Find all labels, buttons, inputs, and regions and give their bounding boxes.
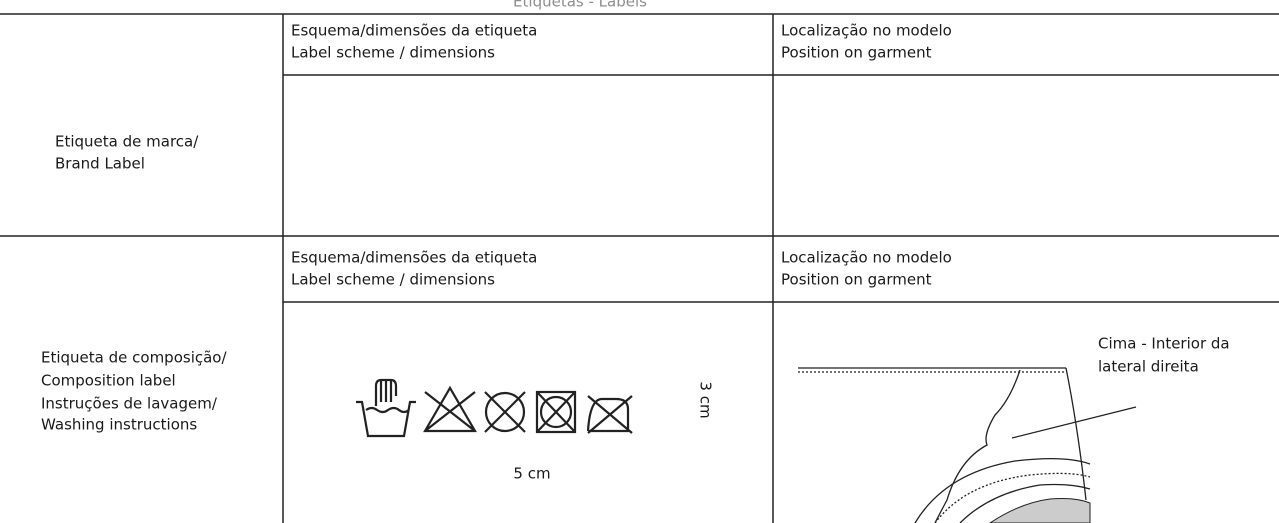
heading: Position on garment [781,271,932,289]
row-label: Brand Label [55,155,145,173]
heading: Localização no modelo [781,22,952,40]
row-label: Instruções de lavagem/ [41,395,218,413]
garment-sketch [798,367,1137,523]
note: Cima - Interior da [1098,335,1230,353]
heading: Esquema/dimensões da etiqueta [291,249,537,267]
title-cut [0,0,1279,13]
heading: Esquema/dimensões da etiqueta [291,22,537,40]
row-label: Composition label [41,372,176,390]
heading: Label scheme / dimensions [291,271,495,289]
heading: Label scheme / dimensions [291,44,495,62]
dimension: 3 cm [697,381,715,418]
heading: Localização no modelo [781,249,952,267]
note: lateral direita [1098,358,1199,376]
row-label: Washing instructions [41,416,197,434]
heading: Position on garment [781,44,932,62]
dimension: 5 cm [513,465,550,483]
row-label: Etiqueta de marca/ [55,133,199,151]
care-symbols [356,378,633,438]
row-label: Etiqueta de composição/ [41,349,227,367]
